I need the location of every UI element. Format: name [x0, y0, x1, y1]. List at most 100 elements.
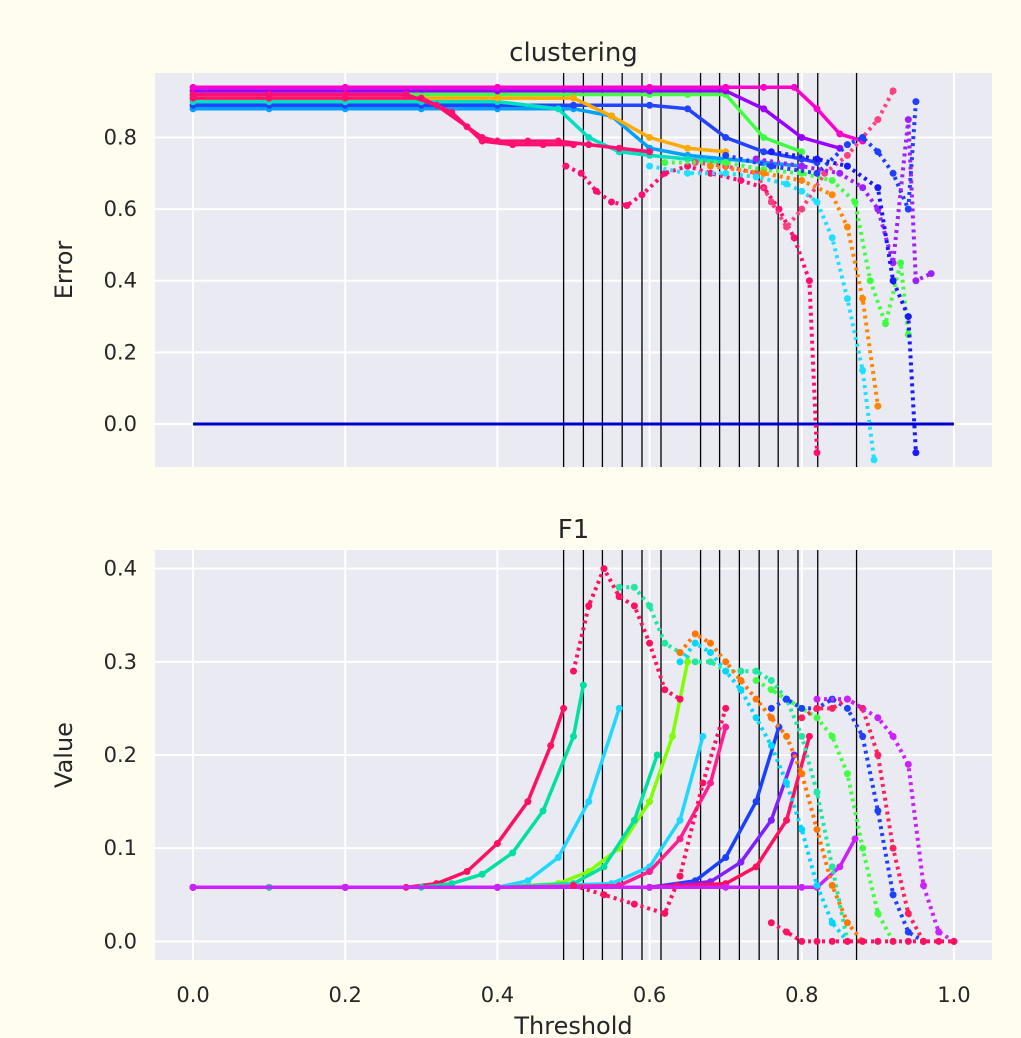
data-point — [478, 870, 486, 878]
y-tick-label: 0.8 — [104, 125, 137, 149]
data-point — [813, 155, 821, 163]
data-point — [874, 937, 882, 945]
data-point — [798, 826, 806, 834]
data-point — [843, 695, 851, 703]
x-tick-label: 0.4 — [481, 983, 514, 1007]
data-point — [722, 83, 730, 91]
data-point — [767, 198, 775, 206]
f1-series — [189, 565, 958, 945]
data-point — [859, 295, 867, 303]
data-point — [722, 159, 730, 167]
data-point — [904, 205, 912, 213]
data-point — [798, 162, 806, 170]
x-tick-label: 1.0 — [937, 983, 970, 1007]
data-point — [722, 169, 730, 177]
data-point — [524, 137, 532, 145]
data-point — [874, 807, 882, 815]
f1-y-axis-label: Value — [50, 722, 78, 788]
data-point — [676, 835, 684, 843]
data-point — [870, 456, 878, 464]
data-point — [828, 191, 836, 199]
data-point — [950, 937, 958, 945]
y-tick-label: 0.0 — [104, 929, 137, 953]
data-point — [889, 169, 897, 177]
data-point — [904, 909, 912, 917]
data-point — [866, 277, 874, 285]
data-point — [189, 94, 197, 102]
data-point — [783, 223, 791, 231]
data-point — [752, 155, 760, 163]
data-point — [448, 880, 456, 888]
data-point — [646, 162, 654, 170]
data-point — [798, 714, 806, 722]
data-point — [783, 695, 791, 703]
data-point — [813, 937, 821, 945]
data-point — [783, 928, 791, 936]
data-point — [341, 883, 349, 891]
data-point — [813, 714, 821, 722]
data-point — [798, 187, 806, 195]
data-point — [843, 704, 851, 712]
data-point — [843, 295, 851, 303]
data-point — [843, 141, 851, 149]
data-point — [920, 937, 928, 945]
data-point — [828, 919, 836, 927]
data-point — [646, 867, 654, 875]
data-point — [706, 658, 714, 666]
data-point — [585, 602, 593, 610]
data-point — [813, 826, 821, 834]
data-point — [843, 223, 851, 231]
data-point — [935, 937, 943, 945]
data-point — [813, 449, 821, 457]
data-point — [752, 714, 760, 722]
data-point — [798, 205, 806, 213]
data-point — [752, 667, 760, 675]
x-tick-label: 0.6 — [633, 983, 666, 1007]
data-point — [912, 449, 920, 457]
data-point — [417, 94, 425, 102]
data-point — [935, 928, 943, 936]
data-point — [684, 90, 692, 98]
x-tick-label: 0.2 — [329, 983, 362, 1007]
data-point — [493, 94, 501, 102]
data-point — [798, 732, 806, 740]
data-point — [706, 649, 714, 656]
data-point — [570, 101, 577, 109]
data-point — [722, 704, 730, 712]
data-point — [828, 176, 836, 184]
data-point — [760, 105, 768, 113]
data-point — [608, 112, 616, 120]
data-point — [813, 169, 821, 177]
data-point — [722, 854, 730, 861]
data-point — [783, 816, 791, 824]
data-point — [836, 169, 844, 177]
data-point — [570, 667, 577, 675]
clustering-panel: 0.0 0.2 0.4 0.6 0.8 clustering Error — [50, 38, 992, 467]
data-point — [691, 630, 699, 638]
data-point — [402, 90, 410, 98]
data-point — [661, 159, 669, 167]
data-point — [752, 676, 760, 684]
data-point — [646, 639, 654, 647]
data-point — [539, 141, 547, 149]
data-point — [813, 695, 821, 703]
data-point — [889, 732, 897, 740]
data-point — [699, 732, 707, 740]
data-point — [767, 714, 775, 722]
data-point — [752, 173, 760, 181]
data-point — [790, 83, 798, 91]
x-tick-label: 0.8 — [785, 983, 818, 1007]
data-point — [874, 909, 882, 917]
data-point — [646, 133, 654, 141]
data-point — [509, 849, 517, 857]
data-point — [904, 760, 912, 768]
data-point — [813, 105, 821, 113]
data-point — [547, 742, 555, 750]
data-point — [341, 83, 349, 91]
data-point — [752, 863, 760, 871]
data-point — [767, 686, 775, 694]
data-point — [767, 742, 775, 750]
data-point — [737, 686, 745, 694]
data-point — [767, 162, 775, 170]
